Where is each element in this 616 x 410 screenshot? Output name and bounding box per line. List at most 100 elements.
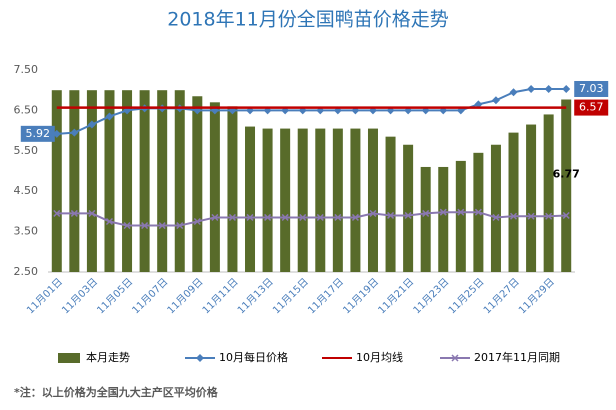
bar xyxy=(104,90,115,272)
data-label: 6.77 xyxy=(553,167,580,180)
y-tick-label: 3.50 xyxy=(14,225,39,238)
bar xyxy=(403,144,414,272)
marker xyxy=(562,211,570,219)
bar xyxy=(526,124,537,272)
marker xyxy=(509,88,518,97)
legend-label: 本月走势 xyxy=(86,350,130,364)
marker xyxy=(404,211,412,219)
legend-label: 2017年11月同期 xyxy=(474,350,560,364)
marker xyxy=(264,213,272,221)
bar xyxy=(86,90,97,272)
x-tick-label: 11月25日 xyxy=(446,276,487,317)
legend-label: 10月均线 xyxy=(356,350,403,364)
marker xyxy=(246,213,254,221)
marker xyxy=(158,222,166,230)
bar xyxy=(543,114,554,272)
bar xyxy=(262,128,273,272)
bar xyxy=(455,160,466,272)
marker xyxy=(281,213,289,221)
marker xyxy=(228,213,236,221)
data-label: 5.92 xyxy=(26,127,51,140)
data-label: 6.57 xyxy=(579,101,604,114)
legend-marker xyxy=(451,354,459,362)
y-tick-label: 4.50 xyxy=(14,184,39,197)
bar xyxy=(508,132,519,272)
marker xyxy=(509,212,518,220)
y-tick-label: 7.50 xyxy=(14,63,39,76)
data-label-box xyxy=(574,99,609,116)
x-tick-label: 11月17日 xyxy=(305,276,346,317)
marker xyxy=(141,222,149,230)
bar xyxy=(332,128,343,272)
bar xyxy=(122,90,133,272)
marker xyxy=(70,209,78,217)
marker xyxy=(387,211,395,219)
marker xyxy=(422,209,430,217)
bar xyxy=(490,144,501,272)
bar xyxy=(174,90,185,272)
x-tick-label: 11月03日 xyxy=(60,276,101,317)
data-label-box xyxy=(574,80,609,97)
bar xyxy=(139,90,150,272)
x-tick-label: 11月13日 xyxy=(235,276,276,317)
marker xyxy=(299,213,307,221)
bar xyxy=(350,128,361,272)
marker xyxy=(53,209,61,217)
legend-label: 10月每日价格 xyxy=(219,350,288,364)
marker xyxy=(211,213,219,221)
bar xyxy=(245,126,256,272)
x-tick-label: 11月29日 xyxy=(516,276,557,317)
bar xyxy=(280,128,291,272)
marker xyxy=(176,222,184,230)
x-tick-label: 11月11日 xyxy=(200,276,241,317)
x-tick-label: 11月05日 xyxy=(95,276,136,317)
marker xyxy=(88,209,96,217)
bar xyxy=(385,136,396,272)
x-tick-label: 11月19日 xyxy=(341,276,382,317)
marker xyxy=(70,128,79,137)
marker xyxy=(562,84,571,93)
line xyxy=(56,211,567,227)
x-tick-label: 11月23日 xyxy=(411,276,452,317)
marker xyxy=(105,217,114,226)
data-label: 7.03 xyxy=(579,82,604,95)
marker xyxy=(544,84,553,93)
x-tick-label: 11月27日 xyxy=(481,276,522,317)
bar xyxy=(227,106,238,272)
marker xyxy=(123,222,131,230)
bar xyxy=(51,90,62,272)
marker xyxy=(193,217,201,226)
marker xyxy=(351,213,359,221)
marker xyxy=(474,208,482,216)
marker xyxy=(491,96,500,105)
bar xyxy=(561,99,572,272)
y-tick-label: 2.50 xyxy=(14,265,39,278)
marker xyxy=(87,120,96,129)
marker xyxy=(316,213,324,221)
marker xyxy=(105,112,114,121)
x-tick-label: 11月07日 xyxy=(130,276,171,317)
marker xyxy=(369,209,377,217)
chart-title: 2018年11月份全国鸭苗价格走势 xyxy=(167,9,449,31)
marker xyxy=(545,212,553,220)
bar xyxy=(192,96,203,272)
bar xyxy=(438,166,449,272)
marker xyxy=(527,84,536,93)
bar xyxy=(69,90,80,272)
legend-swatch xyxy=(58,353,80,363)
x-tick-label: 11月15日 xyxy=(270,276,311,317)
x-tick-label: 11月09日 xyxy=(165,276,206,317)
bar xyxy=(420,166,431,272)
x-tick-label: 11月21日 xyxy=(376,276,417,317)
bar xyxy=(297,128,308,272)
marker xyxy=(457,208,465,216)
x-tick-label: 11月01日 xyxy=(24,276,65,317)
bar xyxy=(157,90,168,272)
data-label-box xyxy=(20,125,55,142)
marker xyxy=(334,213,342,221)
y-tick-label: 6.50 xyxy=(14,103,39,116)
footnote: *注：以上价格为全国九大主产区平均价格 xyxy=(14,385,219,399)
bar xyxy=(315,128,326,272)
bar xyxy=(209,102,220,272)
